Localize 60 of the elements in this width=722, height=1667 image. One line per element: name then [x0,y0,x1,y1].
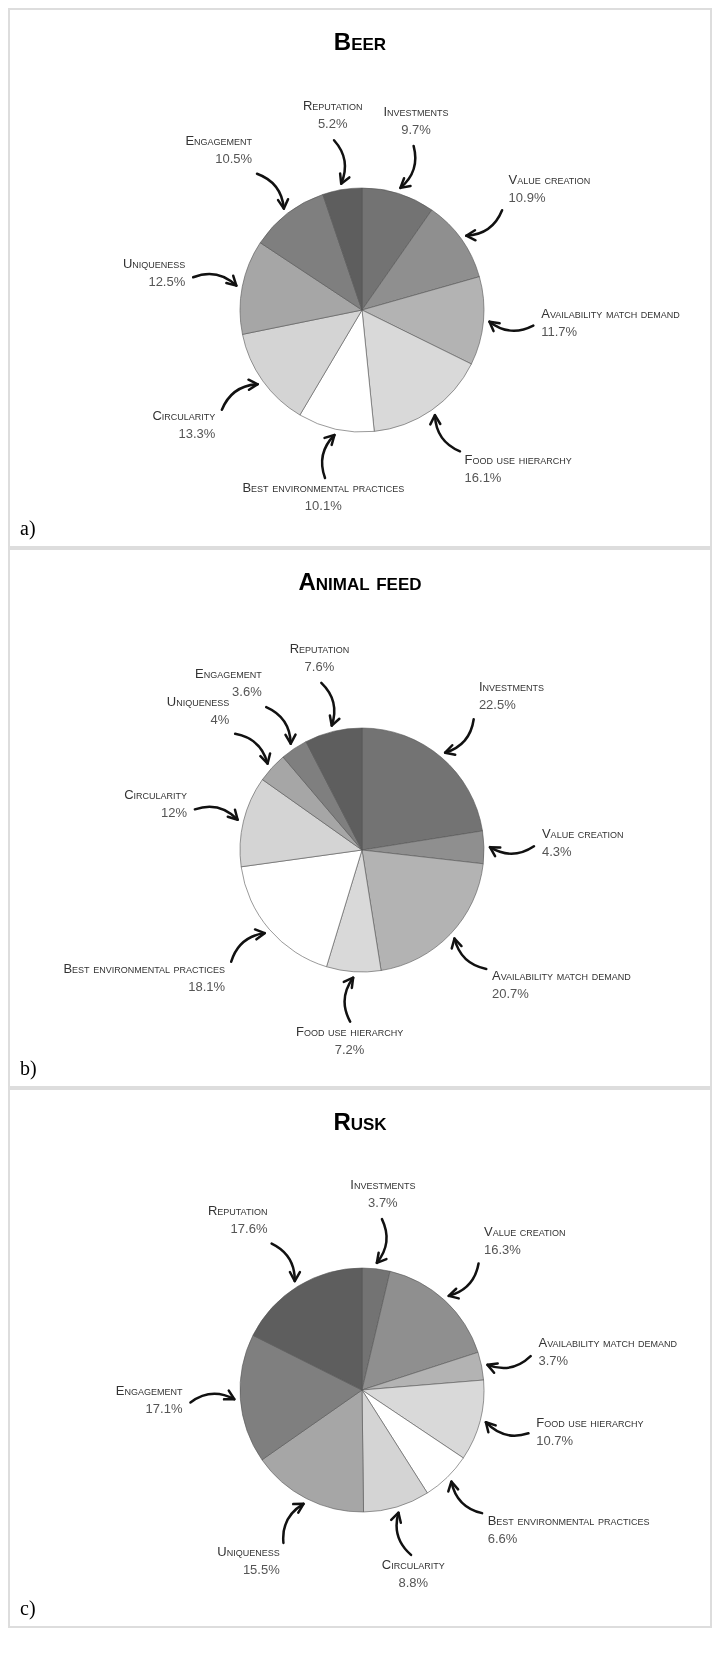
data-label: 4% [210,712,230,728]
data-label: 8.8% [398,1574,429,1590]
chart-title: Animal feed [297,567,423,597]
data-label: 12.5% [148,273,186,289]
data-label: 3.7% [368,1195,399,1211]
data-label: 7.6% [304,659,335,675]
slice-label: Investments [478,679,545,695]
chart-title: Beer [332,27,388,57]
data-label: 17.1% [145,1400,183,1416]
slice-label: Food use hierarchy [295,1023,404,1039]
data-label: 10.9% [508,189,546,205]
slice-label: Uniqueness [122,255,186,271]
slice-label: Best environmental practices [242,479,405,495]
slice-label: Reputation [302,98,363,114]
slice-label: Engagement [115,1382,183,1398]
data-label: 15.5% [242,1562,281,1578]
text: a) [20,517,36,540]
slice-label: Reputation [289,641,350,657]
data-label: 20.7% [492,986,530,1002]
data-label: 6.6% [487,1530,518,1546]
data-label: 10.5% [215,151,253,167]
data-label: 3.6% [232,684,263,700]
slice-label: Value creation [483,1223,566,1239]
slice-label: Reputation [207,1202,268,1218]
text: b) [20,1057,37,1080]
data-label: 3.7% [538,1352,569,1368]
data-label: 17.6% [230,1220,268,1236]
slice-label: Uniqueness [166,694,230,710]
slice-label: Availability match demand [538,1334,678,1350]
slice-label: Engagement [185,133,253,149]
data-label: 16.1% [464,469,502,485]
data-label: 10.1% [304,497,343,513]
data-label: 9.7% [401,122,432,138]
slice-label: Circularity [124,787,188,803]
data-label: 5.2% [317,116,348,132]
text: c) [20,1597,36,1620]
slice-label: Circularity [381,1556,445,1572]
data-label: 11.7% [541,324,578,340]
slice-label: Best environmental practices [63,960,226,976]
data-label: 7.2% [334,1041,365,1057]
slice-label: Investments [383,104,449,120]
data-label: 10.7% [536,1433,574,1449]
slice-label: Value creation [541,826,624,842]
slice-label: Availability match demand [492,968,632,984]
data-label: 12% [161,805,188,821]
chart-title: Rusk [332,1107,388,1137]
data-label: 22.5% [478,697,517,713]
data-label: 13.3% [178,426,216,442]
slice-label: Food use hierarchy [536,1415,644,1431]
slice-label: Investments [350,1177,416,1193]
slice-label: Availability match demand [541,306,681,322]
slice-label: Uniqueness [217,1544,280,1560]
data-label: 18.1% [188,978,226,994]
slice-label: Food use hierarchy [464,451,572,467]
data-label: 4.3% [541,844,573,860]
slice-label: Circularity [152,408,216,424]
slice-label: Engagement [195,666,263,682]
slice-label: Value creation [508,171,591,187]
data-label: 16.3% [483,1241,522,1257]
slice-label: Best environmental practices [487,1512,650,1528]
